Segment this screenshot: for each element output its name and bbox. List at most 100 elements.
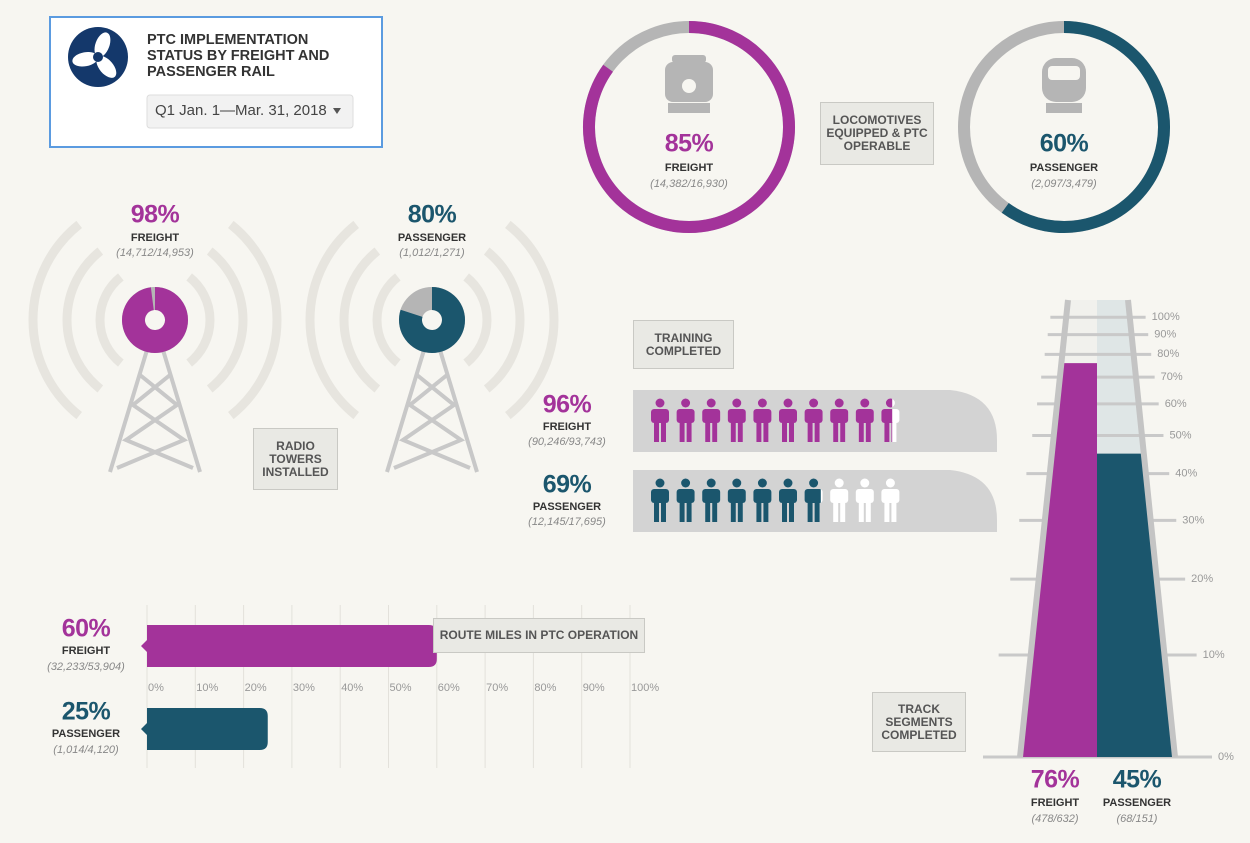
tower-legs <box>110 350 200 472</box>
y-tick-label: 60% <box>1165 398 1187 410</box>
signal-arc <box>310 224 356 415</box>
percent: 25% <box>62 698 111 726</box>
person-leg <box>661 422 666 442</box>
infographic: 85%FREIGHT(14,382/16,930)60%PASSENGER(2,… <box>0 0 1250 843</box>
person-head <box>809 479 818 488</box>
person-head <box>835 479 844 488</box>
person-leg <box>738 502 743 522</box>
person-leg <box>808 502 813 522</box>
person-leg <box>731 422 736 442</box>
person-leg <box>884 502 889 522</box>
section-label: RADIO TOWERS INSTALLED <box>253 428 338 490</box>
signal-arc <box>508 224 554 415</box>
x-tick-label: 40% <box>341 682 363 694</box>
section-label: TRAINING COMPLETED <box>633 320 734 369</box>
person-head <box>732 399 741 408</box>
person-body <box>677 409 695 423</box>
signal-arc <box>231 224 277 415</box>
percent: 60% <box>62 615 111 643</box>
y-tick-label: 20% <box>1191 573 1213 585</box>
signal-arc <box>33 224 79 415</box>
detail-label: (1,014/4,120) <box>53 744 119 756</box>
person-head <box>860 399 869 408</box>
x-tick-label: 50% <box>390 682 412 694</box>
y-tick-label: 40% <box>1175 468 1197 480</box>
category-label: PASSENGER <box>1103 797 1171 809</box>
percent: 98% <box>131 201 180 229</box>
person-leg <box>789 502 794 522</box>
person-head <box>809 399 818 408</box>
person-leg <box>756 422 761 442</box>
person-leg <box>756 502 761 522</box>
person-leg <box>705 422 710 442</box>
category-label: PASSENGER <box>398 232 466 244</box>
person-body <box>779 489 797 503</box>
percent: 85% <box>665 130 714 158</box>
tower-legs <box>387 350 477 472</box>
detail-label: (2,097/3,479) <box>1031 178 1097 190</box>
bar <box>1097 454 1175 757</box>
detail-label: (1,012/1,271) <box>399 247 465 259</box>
person-body <box>728 409 746 423</box>
period-select[interactable]: Q1 Jan. 1—Mar. 31, 2018 <box>155 102 327 119</box>
x-tick-label: 30% <box>293 682 315 694</box>
person-body <box>753 409 771 423</box>
person-head <box>656 399 665 408</box>
person-head <box>758 399 767 408</box>
person-body <box>805 489 823 503</box>
percent: 45% <box>1113 766 1162 794</box>
person-head <box>656 479 665 488</box>
signal-arc <box>466 277 487 363</box>
person-head <box>784 399 793 408</box>
detail-label: (68/151) <box>1117 813 1158 825</box>
person-body <box>677 489 695 503</box>
person-head <box>784 479 793 488</box>
person-leg <box>763 422 768 442</box>
y-tick-label: 80% <box>1157 348 1179 360</box>
person-leg <box>712 502 717 522</box>
person-head <box>707 399 716 408</box>
person-body <box>702 489 720 503</box>
x-tick-label: 20% <box>245 682 267 694</box>
section-label: ROUTE MILES IN PTC OPERATION <box>433 618 645 653</box>
person-leg <box>731 502 736 522</box>
person-head <box>732 479 741 488</box>
person-leg <box>884 422 889 442</box>
person-leg <box>705 502 710 522</box>
category-label: PASSENGER <box>533 501 601 513</box>
person-body <box>805 409 823 423</box>
signal-arc <box>67 251 100 389</box>
category-label: PASSENGER <box>1030 162 1098 174</box>
percent: 69% <box>543 471 592 499</box>
category-label: PASSENGER <box>52 728 120 740</box>
signal-arc <box>344 251 377 389</box>
person-leg <box>859 502 864 522</box>
y-tick-label: 0% <box>1218 751 1234 763</box>
person-body <box>753 489 771 503</box>
person-head <box>707 479 716 488</box>
detail-label: (12,145/17,695) <box>528 516 606 528</box>
bar <box>1020 363 1097 757</box>
category-label: FREIGHT <box>62 645 111 657</box>
header-title: PTC IMPLEMENTATION STATUS BY FREIGHT AND… <box>147 32 337 80</box>
person-leg <box>815 502 820 522</box>
section-label: TRACK SEGMENTS COMPLETED <box>872 692 966 752</box>
person-leg <box>763 502 768 522</box>
section-label: LOCOMOTIVES EQUIPPED & PTC OPERABLE <box>820 102 934 165</box>
person-leg <box>789 422 794 442</box>
y-tick-label: 50% <box>1169 429 1191 441</box>
category-label: FREIGHT <box>665 162 714 174</box>
person-body <box>881 489 899 503</box>
person-body <box>856 409 874 423</box>
signal-arc <box>189 277 210 363</box>
signal-arc <box>487 251 520 389</box>
person-head <box>681 399 690 408</box>
tower-frame <box>110 350 200 472</box>
x-tick-label: 70% <box>486 682 508 694</box>
person-leg <box>654 502 659 522</box>
donut-arc <box>1005 27 1164 227</box>
person-head <box>835 399 844 408</box>
y-tick-label: 70% <box>1161 371 1183 383</box>
category-label: FREIGHT <box>543 421 592 433</box>
person-leg <box>680 502 685 522</box>
